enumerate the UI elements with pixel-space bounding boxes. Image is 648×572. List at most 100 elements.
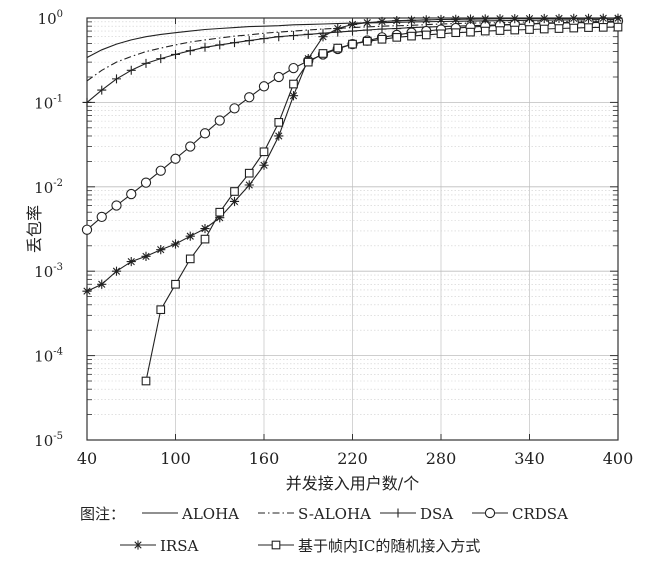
legend-prefix: 图注： xyxy=(80,505,125,523)
data-point xyxy=(96,211,107,223)
data-point xyxy=(215,40,225,50)
data-point xyxy=(348,39,357,49)
data-point xyxy=(244,92,255,103)
data-point xyxy=(421,30,431,40)
y-tick-label: 10-4 xyxy=(34,347,63,366)
data-point xyxy=(495,26,505,35)
data-point xyxy=(421,15,431,25)
data-point xyxy=(126,188,137,200)
x-tick-label: 400 xyxy=(603,449,634,468)
data-point xyxy=(318,49,328,58)
legend-label: ALOHA xyxy=(181,505,239,523)
data-point xyxy=(229,196,240,207)
data-point xyxy=(171,279,180,289)
series-5 xyxy=(141,22,623,386)
data-point xyxy=(112,74,121,84)
x-tick-label: 160 xyxy=(249,449,280,468)
data-point xyxy=(554,24,564,33)
legend-entry-5: 基于帧内IC的随机接入方式 xyxy=(258,537,480,555)
data-point xyxy=(598,22,608,32)
data-point xyxy=(156,54,166,64)
data-point xyxy=(274,118,284,127)
data-point xyxy=(141,58,151,68)
data-point xyxy=(259,34,269,44)
data-point xyxy=(451,28,461,38)
legend-marker xyxy=(484,507,496,519)
data-point xyxy=(185,46,195,56)
data-point xyxy=(82,97,92,107)
data-point xyxy=(362,18,372,28)
x-tick-label: 40 xyxy=(77,449,97,468)
legend-label: DSA xyxy=(420,505,453,523)
data-point xyxy=(244,180,254,190)
legend-marker xyxy=(271,540,281,550)
data-point xyxy=(126,256,136,267)
y-tick-label: 10-1 xyxy=(34,93,63,112)
data-point xyxy=(141,376,151,386)
data-point xyxy=(347,19,358,29)
data-point xyxy=(273,71,284,83)
data-point xyxy=(333,43,343,53)
data-point xyxy=(111,200,122,211)
data-point xyxy=(258,81,270,92)
data-point xyxy=(82,286,92,296)
series-line xyxy=(86,18,619,58)
legend-label: CRDSA xyxy=(512,505,568,523)
data-point xyxy=(199,128,211,139)
data-point xyxy=(200,223,210,234)
data-point xyxy=(406,15,417,25)
data-point xyxy=(539,13,549,24)
axes: 40 100 160 220 280 340 400 100 10-1 10-2 10-3 10-4 1… xyxy=(34,9,633,468)
data-point xyxy=(244,36,254,46)
data-point xyxy=(480,14,490,24)
data-point xyxy=(185,254,195,264)
data-point xyxy=(111,266,122,276)
legend-entry-1: S-ALOHA xyxy=(258,505,371,523)
series-1 xyxy=(86,20,619,82)
data-point xyxy=(288,91,299,101)
data-point xyxy=(244,168,254,178)
data-point xyxy=(569,13,579,23)
data-point xyxy=(274,131,284,141)
data-point xyxy=(200,234,210,244)
data-point xyxy=(185,141,196,152)
data-point xyxy=(392,16,402,26)
series-4 xyxy=(82,13,623,296)
data-point xyxy=(170,239,181,249)
legend-marker xyxy=(393,508,403,518)
data-point xyxy=(510,14,520,24)
y-tick-label: 10-3 xyxy=(34,262,63,281)
data-point xyxy=(156,305,166,315)
series-0 xyxy=(86,18,619,58)
data-point xyxy=(170,153,181,164)
data-point xyxy=(141,251,151,261)
legend-label: 基于帧内IC的随机接入方式 xyxy=(298,537,480,555)
data-point xyxy=(97,279,107,289)
legend-entry-2: DSA xyxy=(380,505,453,523)
data-point xyxy=(274,32,284,42)
data-point xyxy=(318,32,328,42)
data-point xyxy=(140,177,152,188)
x-tick-label: 100 xyxy=(160,449,191,468)
legend-label: IRSA xyxy=(160,537,198,555)
data-point xyxy=(465,14,476,24)
axis-labels: 并发接入用户数/个 丢包率 xyxy=(25,205,419,493)
legend-label: S-ALOHA xyxy=(298,505,371,523)
data-point xyxy=(303,29,313,39)
data-point xyxy=(613,22,623,32)
data-point xyxy=(362,36,372,46)
x-tick-label: 340 xyxy=(514,449,545,468)
y-tick-label: 10-2 xyxy=(34,178,63,197)
y-tick-label: 10-5 xyxy=(34,431,63,450)
data-point xyxy=(584,23,593,32)
data-point xyxy=(214,115,225,126)
data-point xyxy=(466,27,475,37)
data-point xyxy=(377,16,387,27)
series-layer xyxy=(81,13,624,386)
data-point xyxy=(569,23,579,33)
legend: 图注： ALOHA S-ALOHA DSA CRDSA IRSA 基于帧内IC的随机接入方式 xyxy=(80,505,568,555)
data-point xyxy=(200,42,210,52)
data-point xyxy=(525,25,534,34)
